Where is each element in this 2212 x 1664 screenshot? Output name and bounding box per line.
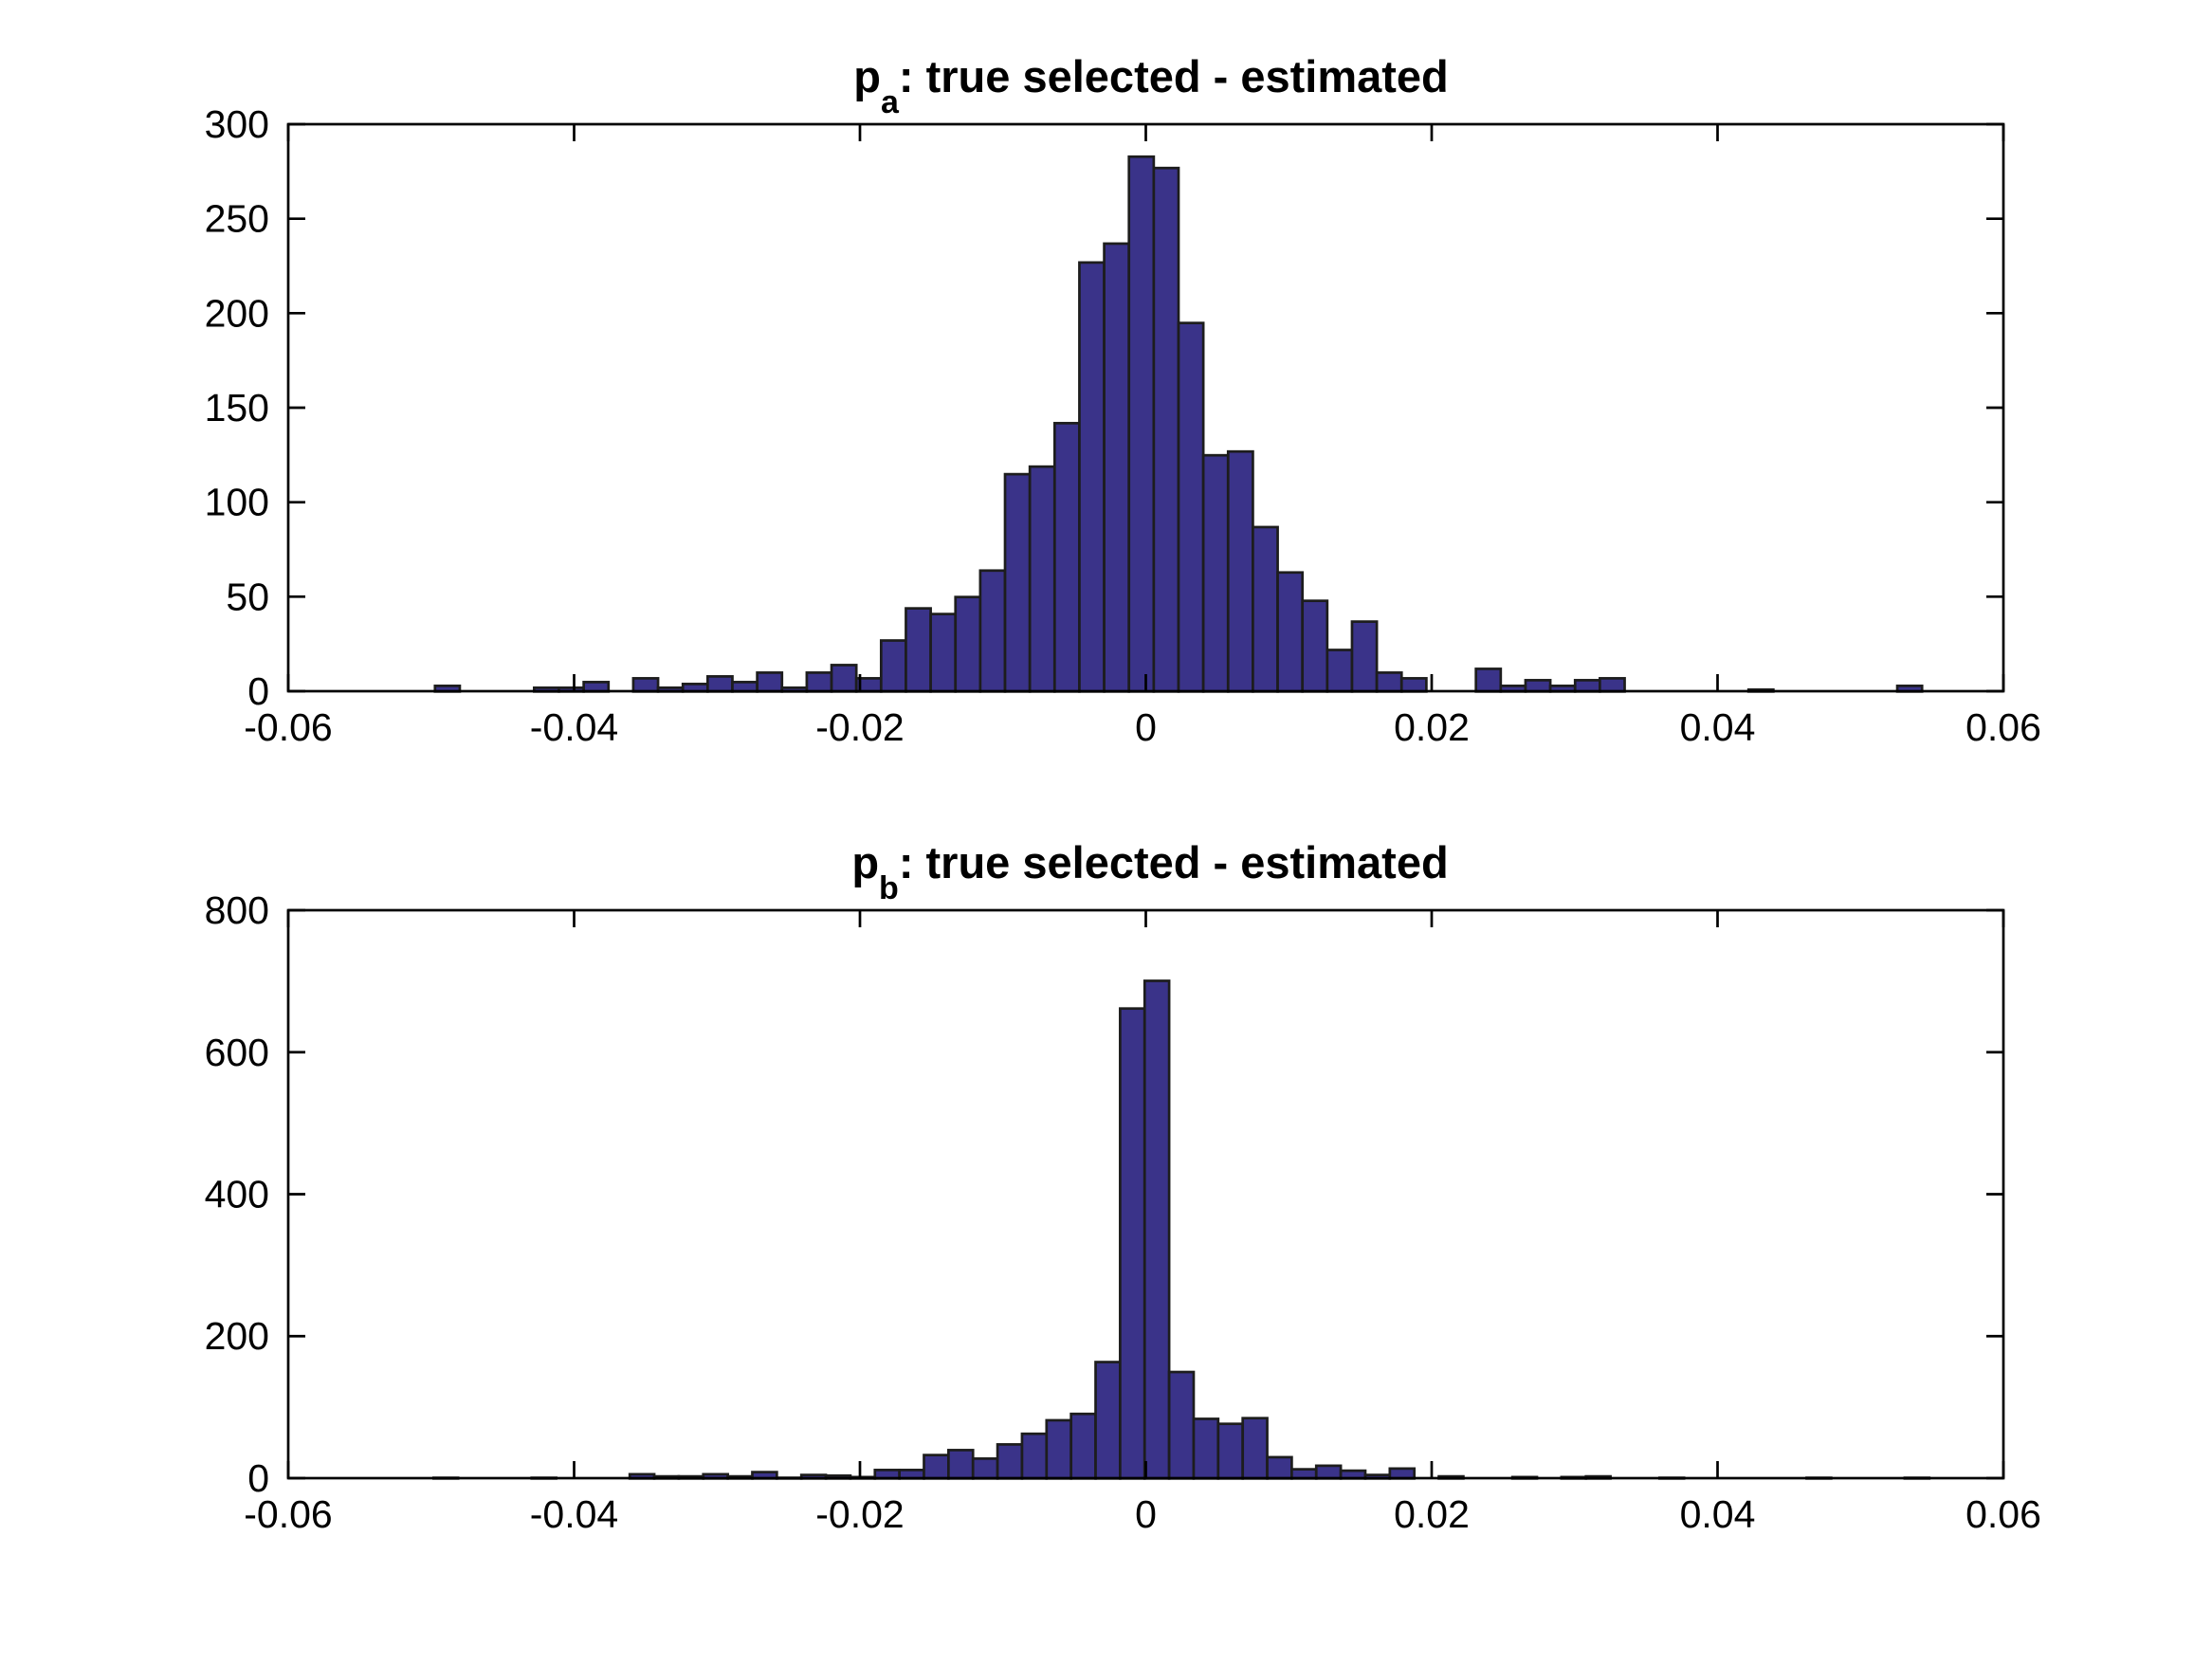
svg-text:0.04: 0.04	[1680, 1492, 1756, 1536]
svg-text:250: 250	[205, 197, 269, 241]
svg-text:400: 400	[205, 1173, 269, 1216]
svg-text:50: 50	[226, 575, 269, 618]
svg-text:600: 600	[205, 1031, 269, 1074]
svg-text:-0.06: -0.06	[244, 705, 332, 749]
svg-text:-0.04: -0.04	[530, 1492, 618, 1536]
svg-text:-0.06: -0.06	[244, 1492, 332, 1536]
svg-text:300: 300	[205, 102, 269, 146]
svg-text:0: 0	[1135, 1492, 1157, 1536]
svg-text:0.06: 0.06	[1965, 1492, 2041, 1536]
svg-text:-0.02: -0.02	[815, 1492, 904, 1536]
svg-text:800: 800	[205, 888, 269, 932]
svg-text:100: 100	[205, 481, 269, 524]
svg-text:200: 200	[205, 1314, 269, 1358]
svg-text:200: 200	[205, 291, 269, 335]
svg-text:0.04: 0.04	[1680, 705, 1756, 749]
svg-text:0: 0	[247, 1456, 269, 1500]
svg-text:-0.02: -0.02	[815, 705, 904, 749]
svg-text:0.06: 0.06	[1965, 705, 2041, 749]
svg-text:0: 0	[1135, 705, 1157, 749]
svg-text:0: 0	[247, 669, 269, 713]
svg-text:0.02: 0.02	[1394, 1492, 1470, 1536]
svg-text:-0.04: -0.04	[530, 705, 618, 749]
svg-text:0.02: 0.02	[1394, 705, 1470, 749]
svg-text:150: 150	[205, 386, 269, 430]
